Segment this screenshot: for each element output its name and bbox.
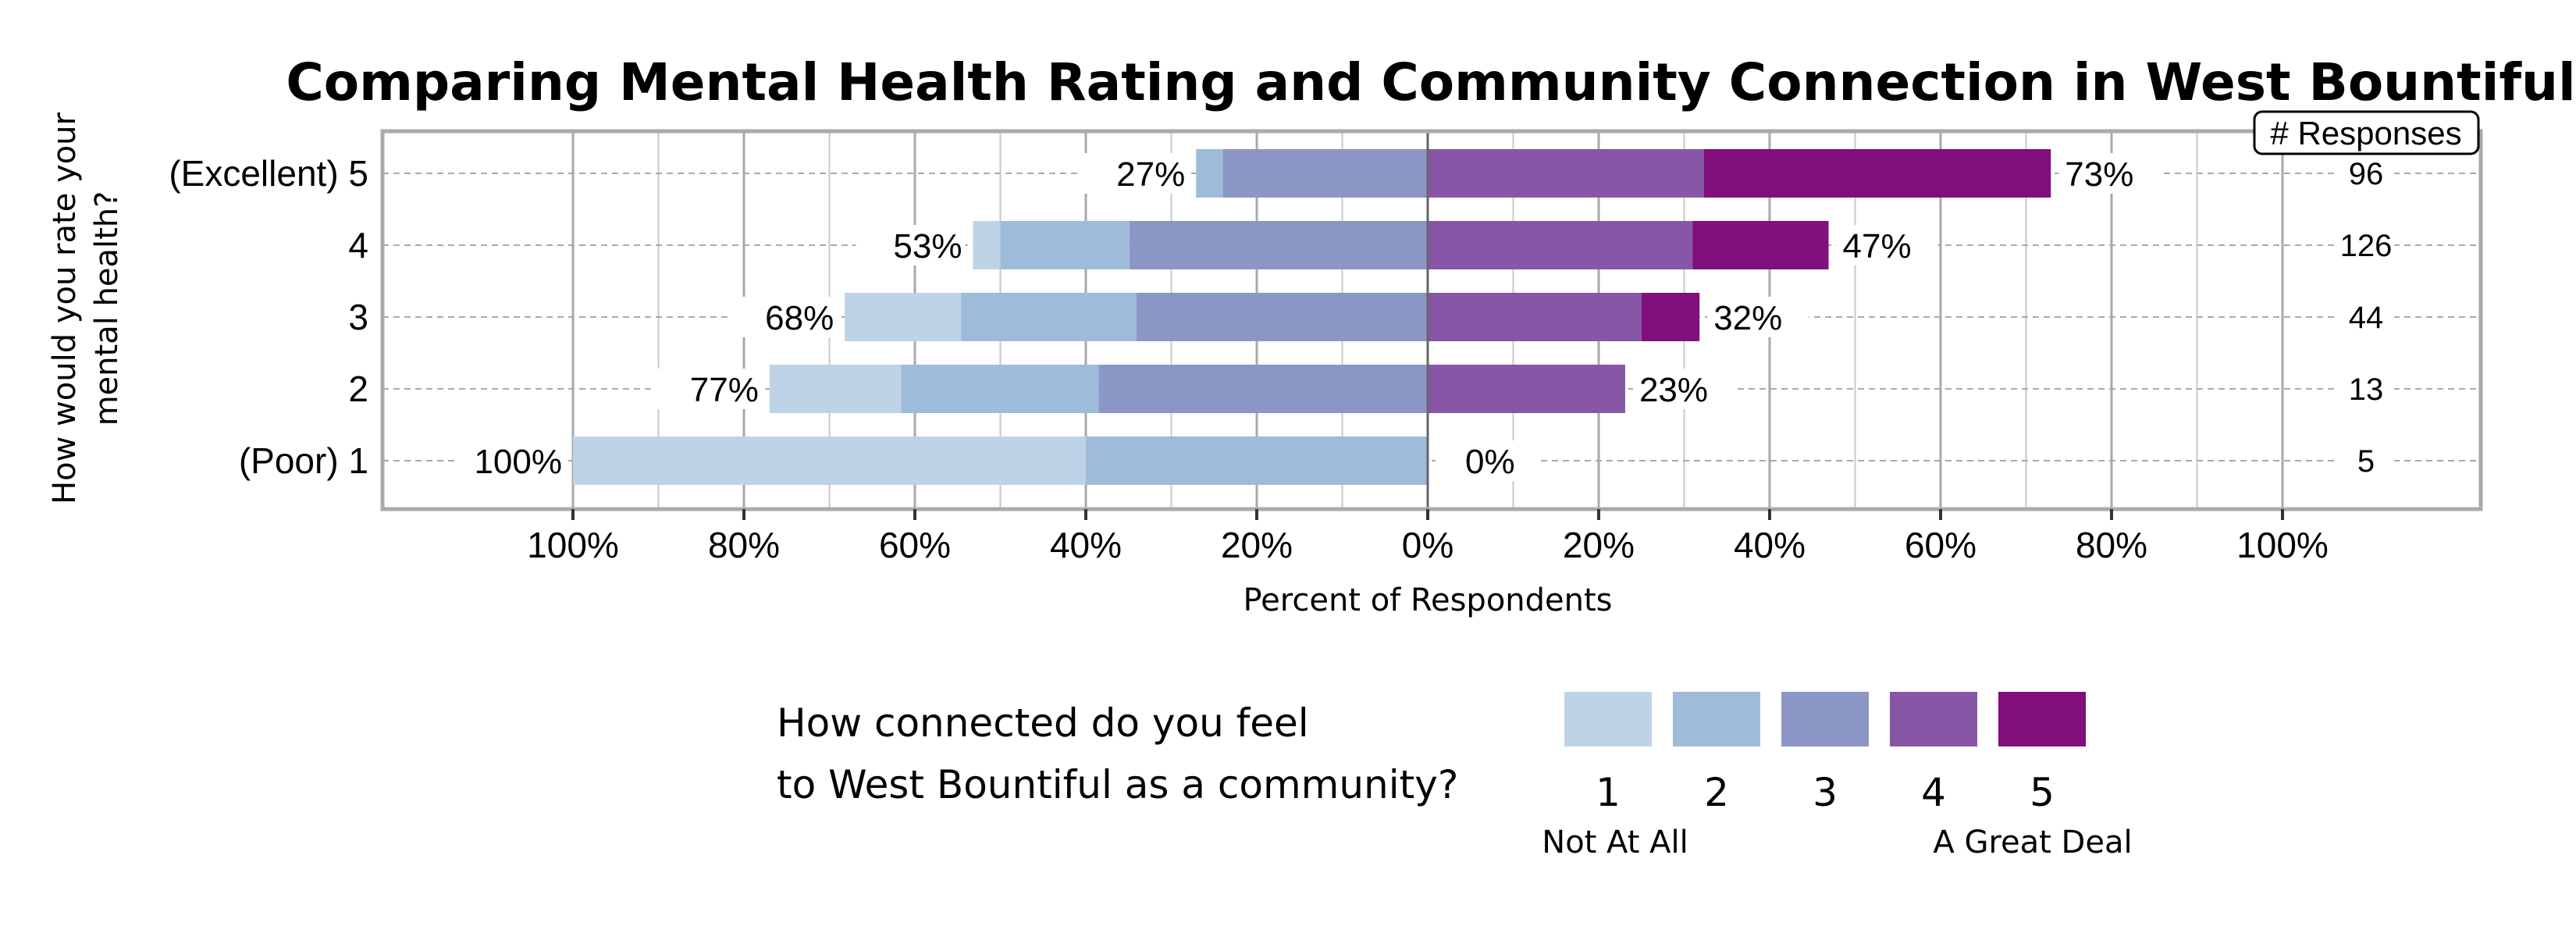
x-axis-title: Percent of Respondents: [1243, 583, 1612, 618]
positive-percent-label: 73%: [2065, 155, 2133, 194]
x-tick-label: 20%: [1221, 525, 1293, 565]
response-count-background: [2338, 370, 2394, 408]
legend-swatch-3: [1781, 692, 1869, 746]
response-count-background: [2338, 226, 2394, 264]
bar-segment-4: [1428, 149, 1704, 198]
negative-percent-label: 77%: [690, 371, 759, 409]
legend-level-label: 3: [1813, 770, 1838, 815]
response-count-background: [2338, 155, 2394, 192]
bar-segment-3: [1222, 149, 1428, 198]
legend-swatch-2: [1673, 692, 1760, 746]
plot-frame: [380, 129, 2483, 511]
y-axis-title-line-1: How would you rate your: [47, 112, 83, 504]
negative-percent-label: 53%: [893, 227, 962, 265]
bar-segment-1: [973, 221, 1001, 269]
bar-segment-4: [1428, 293, 1642, 341]
bar-segment-3: [1129, 221, 1428, 269]
legend-title-line-2: to West Bountiful as a community?: [777, 762, 1458, 807]
response-count-background: [2338, 442, 2394, 479]
bar-segment-1: [769, 365, 902, 413]
bar-segment-1: [573, 436, 1086, 485]
response-count-background: [2338, 298, 2394, 336]
responses-header-label: # Responses: [2270, 115, 2461, 151]
y-tick-label: 4: [348, 225, 368, 265]
response-count: 5: [2357, 444, 2375, 479]
bar-segment-5: [1692, 221, 1829, 269]
data-label-background: [2058, 153, 2161, 194]
legend-swatch-5: [1998, 692, 2086, 746]
data-label-background: [1707, 297, 1809, 337]
negative-percent-label: 27%: [1116, 155, 1185, 194]
y-tick-label: 3: [348, 297, 368, 337]
chart-title: Comparing Mental Health Rating and Commu…: [286, 52, 2575, 112]
data-label-background: [728, 297, 838, 337]
responses-header-box: [2253, 110, 2480, 155]
legend-level-label: 5: [2030, 770, 2055, 815]
data-label-background: [1436, 440, 1537, 481]
y-axis-title: How would you rate your mental health?: [47, 112, 125, 504]
negative-percent-label: 68%: [765, 299, 834, 337]
y-tick-label: (Poor) 1: [239, 440, 368, 481]
x-tick-label: 60%: [1905, 525, 1976, 565]
legend-swatch-4: [1890, 692, 1977, 746]
data-label-background: [1836, 225, 1938, 265]
legend-high-label: A Great Deal: [1933, 825, 2132, 860]
bar-segment-5: [1703, 149, 2051, 198]
bar-segment-2: [1000, 221, 1130, 269]
positive-percent-label: 32%: [1713, 299, 1782, 337]
data-label-background: [856, 225, 966, 265]
data-label-background: [652, 369, 762, 409]
bar-segment-4: [1428, 221, 1693, 269]
x-tick-label: 60%: [879, 525, 951, 565]
x-tick-label: 40%: [1734, 525, 1806, 565]
response-count: 126: [2340, 229, 2393, 263]
negative-percent-label: 100%: [474, 443, 562, 481]
legend-level-label: 2: [1704, 770, 1729, 815]
responses-header: # Responses: [2253, 110, 2480, 155]
y-tick-label: (Excellent) 5: [169, 153, 368, 194]
bar-segment-3: [1136, 293, 1428, 341]
bar-segment-2: [961, 293, 1137, 341]
bar-segment-2: [1086, 436, 1428, 485]
legend-low-label: Not At All: [1542, 825, 1688, 860]
x-tick-label: 40%: [1050, 525, 1122, 565]
y-axis-title-line-2: mental health?: [89, 191, 125, 426]
bar-segment-4: [1428, 365, 1625, 413]
legend: How connected do you feel to West Bounti…: [777, 692, 2133, 860]
data-label-background: [456, 440, 565, 481]
data-label-background: [1632, 369, 1735, 409]
data-label-background: [1079, 153, 1189, 194]
legend-swatch-1: [1564, 692, 1652, 746]
x-tick-label: 0%: [1402, 525, 1453, 565]
response-count: 13: [2349, 372, 2384, 407]
x-tick-label: 80%: [708, 525, 780, 565]
bar-segment-2: [901, 365, 1099, 413]
y-tick-label: 2: [348, 369, 368, 409]
positive-percent-label: 47%: [1843, 227, 1912, 265]
bar-segment-1: [845, 293, 962, 341]
x-tick-label: 80%: [2076, 525, 2147, 565]
x-tick-label: 100%: [2236, 525, 2329, 565]
x-tick-label: 100%: [527, 525, 619, 565]
bar-segment-2: [1196, 149, 1223, 198]
bar-segment-5: [1641, 293, 1700, 341]
response-count: 44: [2349, 301, 2384, 335]
plot-area: 27% 73% 96 (Excellent) 5 53% 47% 126 4 68% 32% 44 3…: [169, 129, 2483, 565]
x-tick-label: 20%: [1563, 525, 1635, 565]
legend-level-label: 1: [1596, 770, 1621, 815]
response-count: 96: [2349, 157, 2384, 191]
positive-percent-label: 0%: [1465, 443, 1515, 481]
positive-percent-label: 23%: [1639, 371, 1708, 409]
legend-title-line-1: How connected do you feel: [777, 700, 1309, 746]
legend-level-label: 4: [1921, 770, 1946, 815]
bar-segment-3: [1098, 365, 1428, 413]
